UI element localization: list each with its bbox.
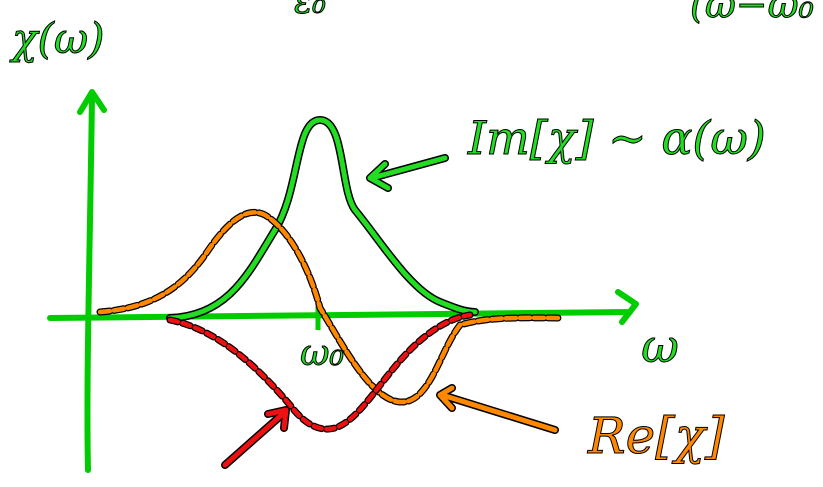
imaginary-label: Im[χ] ∼ α(ω) (467, 111, 766, 165)
resonance-label: ω₀ (300, 333, 344, 374)
y-axis-label: χ(ω) (9, 14, 104, 63)
top-fragment: ε₀ (294, 0, 326, 22)
x-axis-label: ω (641, 319, 679, 373)
sketch: ε₀ (ω−ω₀ χ(ω) Im[χ] ∼ α(ω) Re[χ] ω ω₀ (0, 0, 823, 487)
page: ε₀ (ω−ω₀ χ(ω) Im[χ] ∼ α(ω) Re[χ] ω ω₀ ((… (0, 0, 823, 487)
top-fragment: (ω−ω₀ (690, 0, 814, 27)
real-label: Re[χ] (587, 407, 725, 465)
